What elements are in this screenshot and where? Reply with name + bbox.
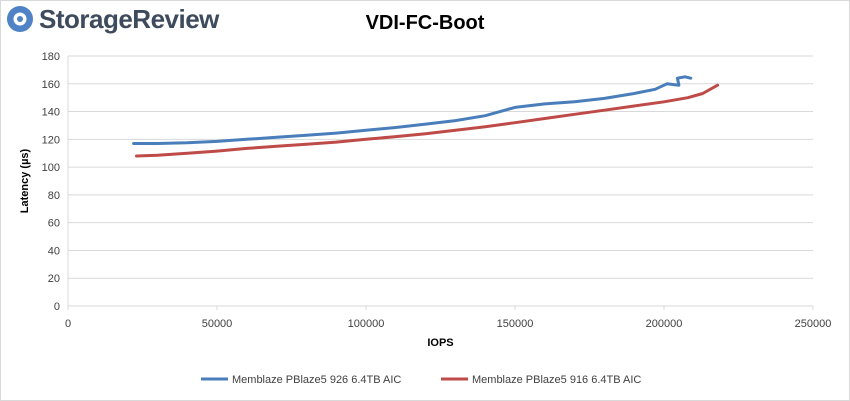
x-tick-label: 150000: [497, 318, 534, 330]
legend-label: Memblaze PBlaze5 926 6.4TB AIC: [232, 374, 401, 386]
y-tick-label: 80: [48, 190, 60, 202]
y-tick-label: 100: [42, 162, 60, 174]
legend-label: Memblaze PBlaze5 916 6.4TB AIC: [472, 374, 641, 386]
y-tick-label: 40: [48, 245, 60, 257]
x-tick-label: 200000: [646, 318, 683, 330]
chart-title: VDI-FC-Boot: [365, 12, 485, 34]
y-axis-ticks: 0 20 40 60 80 100 120 140 160 180: [42, 51, 60, 313]
y-tick-label: 160: [42, 79, 60, 91]
y-axis-title: Latency (µs): [19, 148, 31, 213]
x-tick-label: 250000: [795, 318, 832, 330]
storagereview-logo-icon: [7, 6, 33, 32]
x-tick-label: 100000: [348, 318, 385, 330]
y-tick-label: 120: [42, 134, 60, 146]
y-tick-label: 20: [48, 273, 60, 285]
brand-logo: StorageReview: [6, 4, 219, 34]
legend: Memblaze PBlaze5 926 6.4TB AIC Memblaze P…: [201, 374, 641, 386]
y-tick-label: 60: [48, 218, 60, 230]
brand-name: StorageReview: [39, 3, 219, 34]
x-axis-ticks: 0 50000 100000 150000 200000 250000: [65, 306, 831, 330]
legend-item-2: Memblaze PBlaze5 916 6.4TB AIC: [441, 374, 641, 386]
series-line-2: [135, 83, 720, 158]
y-tick-label: 180: [42, 51, 60, 63]
y-tick-label: 0: [54, 301, 60, 313]
legend-item-1: Memblaze PBlaze5 926 6.4TB AIC: [201, 374, 401, 386]
series-line-1: [132, 75, 693, 145]
x-axis-title: IOPS: [427, 337, 453, 349]
y-tick-label: 140: [42, 107, 60, 119]
series-lines: [132, 75, 720, 158]
gridlines: [67, 55, 813, 307]
x-tick-label: 50000: [202, 318, 233, 330]
x-tick-label: 0: [65, 318, 71, 330]
